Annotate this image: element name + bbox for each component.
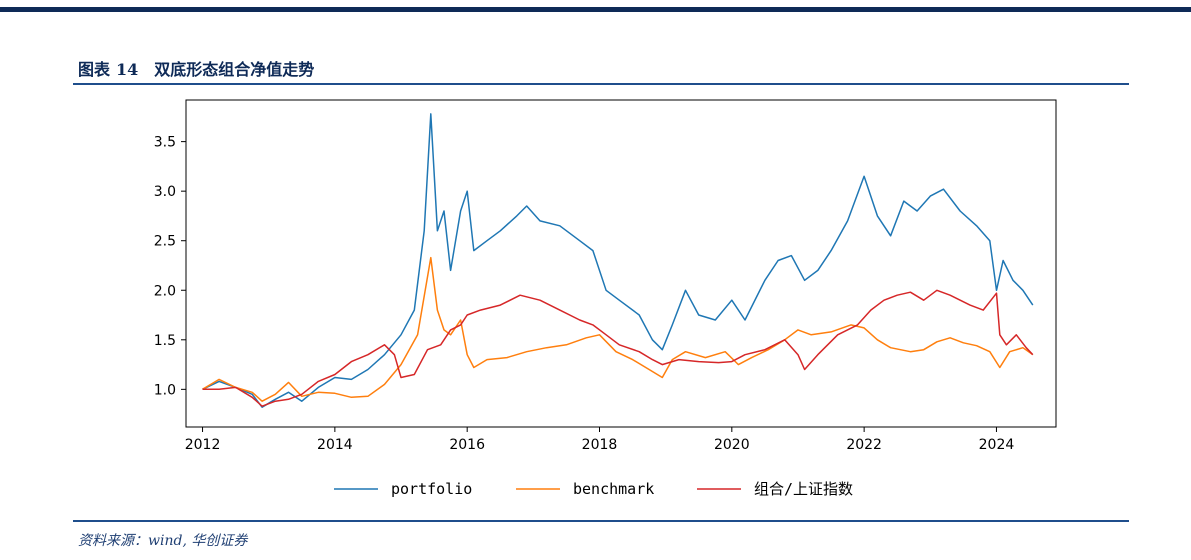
y-axis: 1.0 1.5 2.0 2.5 3.0 3.5 [154, 135, 186, 398]
x-tick-label: 2012 [185, 437, 221, 453]
x-tick-label: 2018 [582, 437, 618, 453]
legend-label-1: portfolio [391, 480, 472, 498]
plot-frame [185, 99, 1057, 428]
plot-lines [202, 113, 1034, 408]
y-tick-label: 3.5 [154, 135, 176, 151]
legend: portfolio benchmark 组合/上证指数 [334, 480, 853, 498]
figure-title-text: 双底形态组合净值走势 [154, 60, 315, 79]
x-tick-label: 2016 [449, 437, 485, 453]
x-tick-label: 2020 [714, 437, 750, 453]
top-brand-bar [0, 7, 1191, 12]
y-tick-label: 1.5 [154, 333, 176, 349]
y-tick-label: 1.0 [154, 382, 176, 398]
figure-title: 图表 14 双底形态组合净值走势 [78, 56, 314, 80]
legend-label-3: 组合/上证指数 [754, 480, 853, 498]
x-tick-label: 2014 [317, 437, 353, 453]
x-tick-label: 2024 [979, 437, 1015, 453]
x-tick-label: 2022 [846, 437, 882, 453]
legend-label-2: benchmark [573, 480, 654, 498]
figure-title-prefix: 图表 [78, 60, 111, 79]
figure-title-number: 14 [116, 60, 139, 79]
line-chart: 2012 2014 2016 2018 2020 2022 2024 1.0 1.5 2.0 2.… [154, 99, 1057, 498]
x-axis: 2012 2014 2016 2018 2020 2022 2024 [185, 427, 1015, 453]
y-tick-label: 3.0 [154, 184, 176, 200]
y-tick-label: 2.0 [154, 283, 176, 299]
footer-rule [73, 520, 1129, 522]
series-line-3 [202, 289, 1034, 407]
y-tick-label: 2.5 [154, 234, 176, 250]
source-note: 资料来源：wind, 华创证券 [78, 533, 248, 549]
series-line-1 [202, 113, 1034, 408]
series-line-2 [202, 256, 1034, 402]
title-rule [73, 83, 1129, 85]
